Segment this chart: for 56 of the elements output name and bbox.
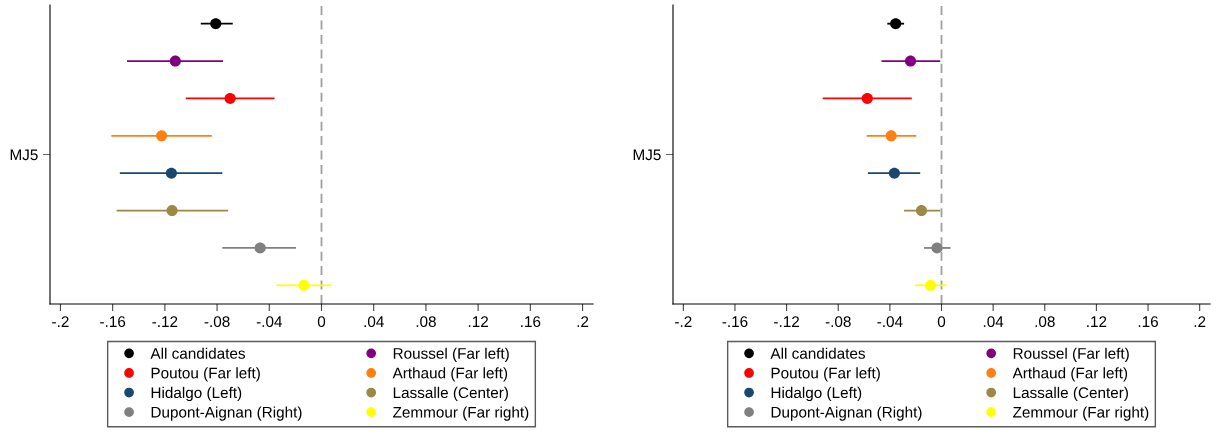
point: [166, 205, 178, 217]
x-tick-label: -.04: [877, 316, 903, 328]
x-tick-label: -.16: [722, 316, 748, 328]
legend-label: Dupont-Aignan (Right): [151, 406, 302, 421]
x-tick-label: -.04: [256, 316, 283, 328]
point: [165, 167, 177, 179]
x-tick-label: 0: [937, 316, 946, 328]
x-tick-label: .12: [468, 316, 488, 327]
legend-label: Hidalgo (Left): [771, 386, 862, 402]
legend-label: All candidates: [150, 347, 246, 359]
x-tick-label: 0: [317, 316, 326, 328]
x-tick-label: -.2: [675, 316, 692, 327]
point: [861, 92, 873, 104]
legend-label: Arthaud (Far left): [392, 367, 508, 382]
legend-label: Dupont-Aignan (Right): [771, 406, 922, 421]
text: MJ5: [633, 149, 661, 161]
legend-label: Poutou (Far left): [771, 367, 880, 382]
point: [890, 18, 902, 30]
point: [888, 167, 900, 179]
x-tick-label: .12: [1087, 316, 1107, 327]
x-tick-label: -.08: [825, 316, 851, 328]
point: [224, 92, 236, 104]
legend-label: Zemmour (Far right): [393, 406, 529, 421]
x-tick-label: .08: [416, 316, 436, 328]
x-tick-label: -.12: [774, 316, 799, 327]
legend-label: Lassalle (Center): [1013, 386, 1128, 402]
x-tick-label: .08: [1035, 316, 1055, 328]
x-tick-label: .2: [577, 316, 589, 327]
legend-label: Lassalle (Center): [393, 386, 508, 402]
point: [904, 55, 917, 67]
text: MJ5: [10, 149, 38, 161]
x-tick-label: -.16: [100, 316, 126, 328]
x-tick-label: .04: [364, 316, 384, 328]
legend-label: Arthaud (Far left): [1012, 367, 1128, 382]
x-tick-label: -.12: [152, 316, 178, 327]
point: [924, 279, 937, 291]
legend-label: Roussel (Far left): [393, 347, 509, 362]
point: [298, 279, 310, 291]
x-tick-label: .2: [1194, 316, 1206, 327]
point: [931, 242, 943, 254]
point: [885, 130, 897, 142]
x-tick-label: -.08: [204, 316, 230, 328]
legend-label: Poutou (Far left): [151, 367, 260, 382]
x-tick-label: .16: [521, 316, 541, 328]
point: [169, 55, 181, 67]
legend-label: Zemmour (Far right): [1013, 406, 1149, 421]
legend-label: All candidates: [770, 347, 866, 359]
legend-label: Roussel (Far left): [1013, 347, 1129, 362]
point: [254, 242, 266, 254]
x-tick-label: .16: [1138, 316, 1158, 328]
point: [156, 130, 168, 142]
point: [915, 205, 928, 217]
x-tick-label: .04: [983, 316, 1004, 328]
x-tick-label: -.2: [52, 316, 69, 327]
legend-label: Hidalgo (Left): [151, 386, 242, 402]
point: [210, 18, 222, 30]
